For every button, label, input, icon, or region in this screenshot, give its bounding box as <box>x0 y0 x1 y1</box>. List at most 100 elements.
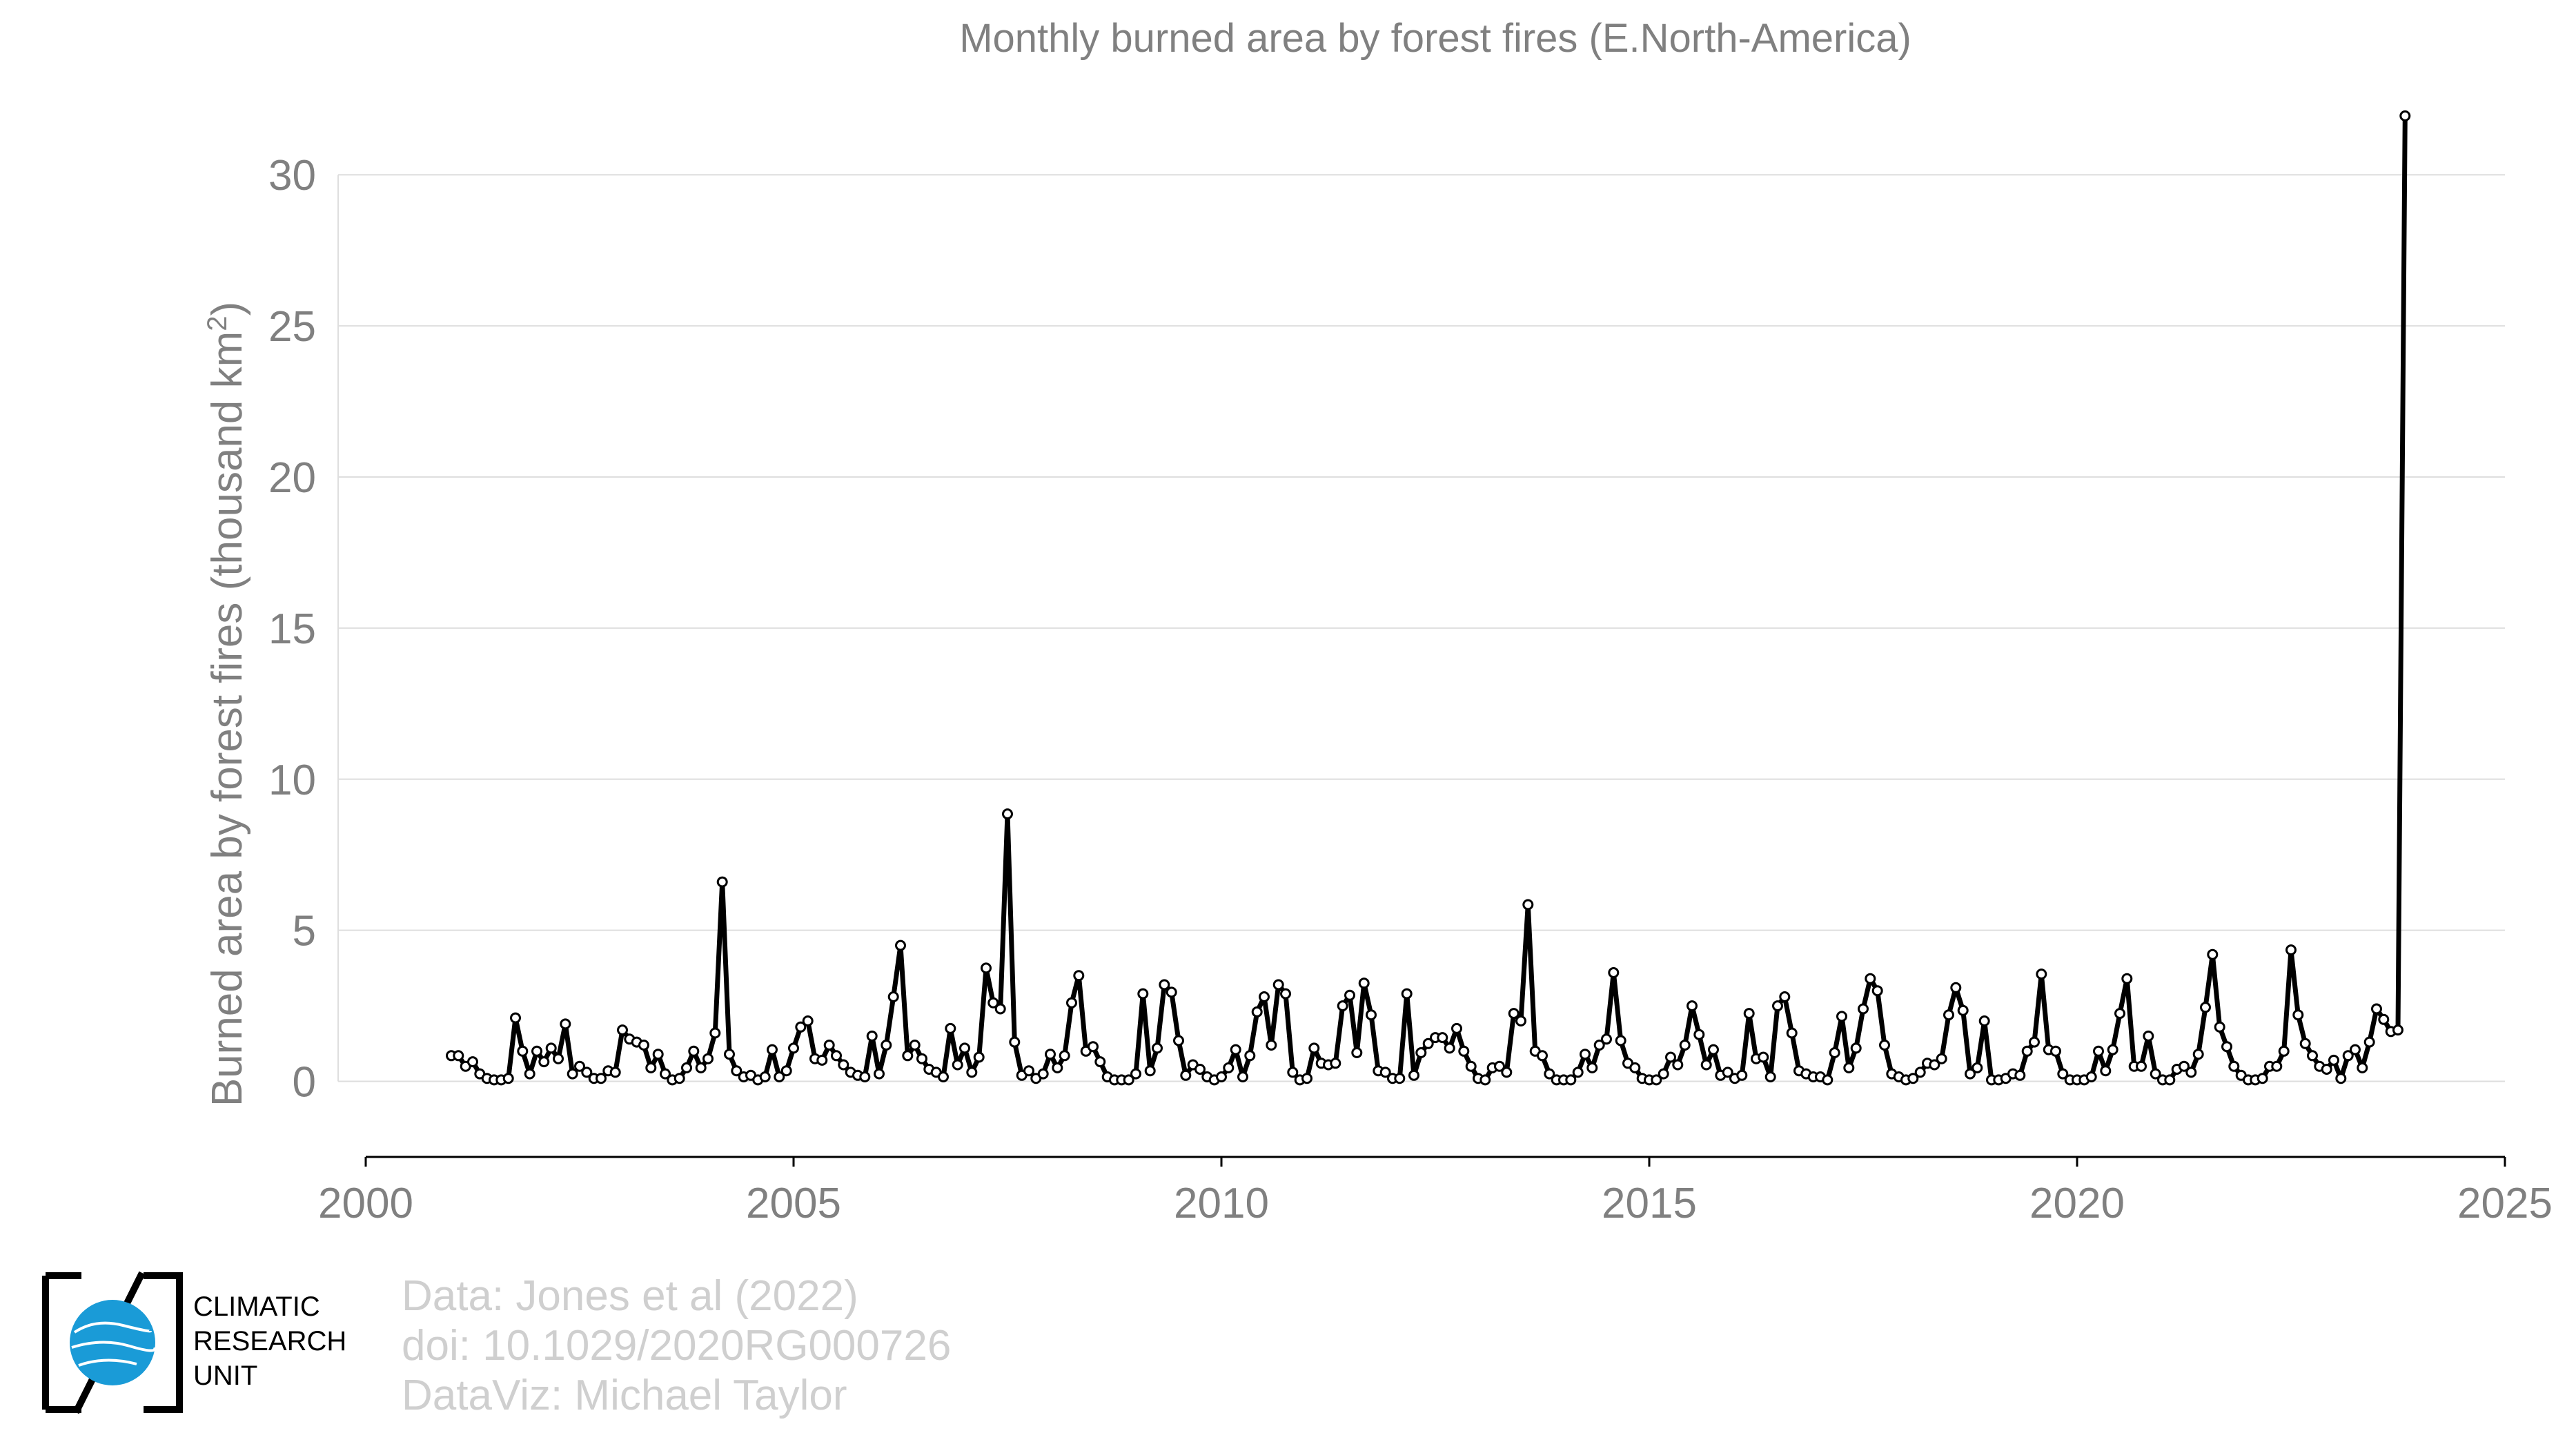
data-point <box>724 1049 735 1060</box>
data-point <box>731 1065 743 1077</box>
data-point <box>1394 1073 1406 1084</box>
data-point <box>2357 1062 2368 1073</box>
data-point <box>716 876 728 888</box>
x-tick-label: 2020 <box>2029 1180 2125 1227</box>
data-point <box>759 1071 771 1082</box>
data-point <box>1088 1041 1099 1053</box>
data-point <box>1829 1047 1840 1058</box>
data-point <box>1415 1047 1427 1058</box>
data-point <box>2164 1074 2176 1086</box>
chart-title: Monthly burned area by forest fires (E.N… <box>959 16 1911 61</box>
data-point <box>938 1071 949 1082</box>
data-point <box>1130 1068 1141 1080</box>
data-point <box>1786 1027 1798 1039</box>
data-point <box>1280 988 1291 1000</box>
data-point <box>560 1018 571 1030</box>
data-point <box>1123 1074 1134 1086</box>
data-point <box>538 1056 550 1068</box>
data-point <box>1052 1062 1063 1073</box>
data-points <box>446 110 2411 1086</box>
data-point <box>1936 1053 1947 1064</box>
data-point <box>1045 1049 1056 1060</box>
y-tick-labels: 0 5 10 15 20 25 30 <box>268 152 316 1106</box>
data-point <box>981 962 992 974</box>
data-point <box>1159 979 1170 991</box>
data-point <box>1152 1042 1163 1054</box>
data-point <box>1251 1006 1263 1017</box>
data-point <box>2307 1050 2318 1062</box>
data-point <box>545 1042 557 1054</box>
data-point <box>1565 1074 1577 1086</box>
data-point <box>1059 1050 1070 1062</box>
data-point <box>1272 979 1284 991</box>
data-point <box>1066 997 1077 1009</box>
logo-line-2: RESEARCH <box>193 1326 347 1356</box>
data-point <box>1515 1015 1526 1026</box>
y-tick-label: 10 <box>268 757 316 804</box>
data-point <box>1758 1051 1769 1063</box>
data-point <box>1672 1059 1684 1071</box>
data-point <box>2179 1060 2190 1072</box>
y-tick-label: 20 <box>268 454 316 502</box>
data-point <box>574 1060 585 1072</box>
data-point <box>2036 968 2047 980</box>
data-point <box>1408 1069 1419 1081</box>
data-point <box>567 1068 578 1080</box>
data-point <box>1764 1071 1776 1082</box>
data-point <box>609 1067 621 1078</box>
data-point <box>909 1040 921 1051</box>
data-point <box>1216 1071 1227 1082</box>
data-point <box>1572 1067 1584 1078</box>
data-point <box>524 1068 535 1080</box>
y-tick-label: 25 <box>268 303 316 351</box>
data-point <box>945 1022 956 1034</box>
data-point <box>788 1042 799 1054</box>
data-point <box>1957 1004 1969 1016</box>
data-point <box>1180 1069 1192 1081</box>
data-point <box>1308 1042 1320 1054</box>
x-tick-labels: 2000 2005 2010 2015 2020 2025 <box>318 1180 2553 1227</box>
data-point <box>1237 1071 1248 1082</box>
data-point <box>1651 1074 1662 1086</box>
x-tick-label: 2000 <box>318 1180 413 1227</box>
data-point <box>1173 1035 1184 1046</box>
data-point <box>916 1053 927 1064</box>
data-point <box>2335 1073 2347 1084</box>
data-point <box>1972 1062 1983 1073</box>
data-point <box>1230 1044 1241 1055</box>
data-point <box>2150 1068 2161 1080</box>
data-point <box>1544 1068 1555 1080</box>
data-point <box>1879 1040 1890 1051</box>
data-point <box>1871 985 1883 997</box>
data-point <box>1366 1009 1377 1021</box>
data-point <box>510 1012 521 1024</box>
data-point <box>1266 1040 1277 1051</box>
data-point <box>1287 1067 1299 1078</box>
data-point <box>1822 1074 1833 1086</box>
data-point <box>1665 1051 1676 1063</box>
data-point <box>1073 970 1085 982</box>
data-point <box>1929 1059 1940 1071</box>
data-point <box>2378 1013 2390 1025</box>
data-point <box>1422 1038 1434 1049</box>
data-point <box>895 939 906 951</box>
data-point <box>2185 1067 2197 1078</box>
data-point <box>1601 1033 1612 1045</box>
data-point <box>1337 1000 1348 1012</box>
series-line <box>451 115 2408 1082</box>
x-tick-label: 2025 <box>2457 1180 2553 1227</box>
data-point <box>2207 948 2219 960</box>
data-point <box>2371 1003 2382 1015</box>
data-point <box>1522 899 1534 910</box>
data-point <box>502 1073 514 1084</box>
data-point <box>816 1054 828 1066</box>
data-point <box>2192 1049 2204 1060</box>
data-point <box>1137 988 1149 1000</box>
credit-dataviz: DataViz: Michael Taylor <box>402 1372 847 1419</box>
data-point <box>774 1071 785 1082</box>
data-point <box>2200 1002 2211 1013</box>
data-point <box>1693 1029 1705 1040</box>
data-point <box>1580 1049 1591 1060</box>
data-point <box>1223 1062 1235 1073</box>
data-point <box>859 1071 871 1082</box>
